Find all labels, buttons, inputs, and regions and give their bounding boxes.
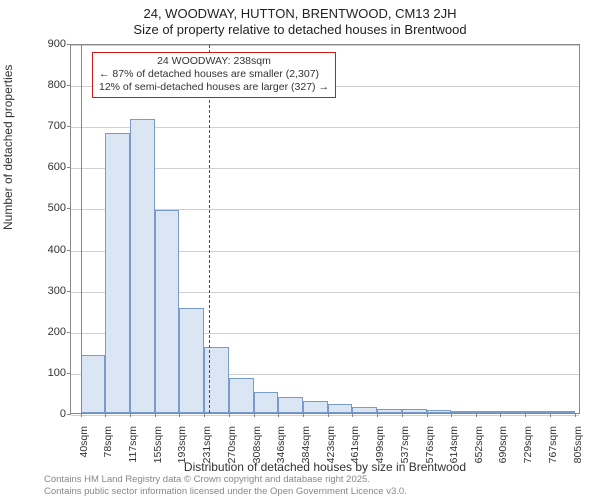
histogram-bar: [550, 411, 575, 413]
x-tick-label: 231sqm: [201, 426, 213, 463]
histogram-bar: [105, 133, 130, 413]
x-tick-label: 270sqm: [226, 426, 238, 463]
y-tick-label: 200: [6, 326, 66, 338]
chart-title-line2: Size of property relative to detached ho…: [0, 22, 600, 37]
x-tick-label: 614sqm: [448, 426, 460, 463]
histogram-bar: [179, 308, 204, 413]
gridline-h: [71, 415, 579, 416]
histogram-bar: [81, 355, 106, 413]
footer-attribution: Contains HM Land Registry data © Crown c…: [44, 474, 407, 497]
annotation-callout: 24 WOODWAY: 238sqm ← 87% of detached hou…: [92, 52, 336, 98]
x-tick-mark: [328, 413, 329, 417]
y-tick-label: 500: [6, 202, 66, 214]
x-tick-mark: [352, 413, 353, 417]
x-tick-mark: [105, 413, 106, 417]
x-tick-mark: [179, 413, 180, 417]
histogram-bar: [525, 411, 550, 413]
x-tick-label: 729sqm: [522, 426, 534, 463]
x-tick-label: 537sqm: [399, 426, 411, 463]
x-tick-mark: [204, 413, 205, 417]
histogram-bar: [278, 397, 303, 413]
x-tick-label: 423sqm: [325, 426, 337, 463]
x-tick-mark: [427, 413, 428, 417]
x-tick-mark: [130, 413, 131, 417]
x-tick-label: 461sqm: [349, 426, 361, 463]
x-tick-label: 805sqm: [572, 426, 584, 463]
histogram-bar: [254, 392, 279, 413]
x-tick-label: 346sqm: [275, 426, 287, 463]
y-tick-label: 800: [6, 79, 66, 91]
histogram-bar: [427, 410, 452, 413]
histogram-bar: [303, 401, 328, 413]
y-tick-label: 100: [6, 367, 66, 379]
x-tick-mark: [525, 413, 526, 417]
y-tick-label: 900: [6, 38, 66, 50]
x-tick-mark: [402, 413, 403, 417]
footer-line2: Contains public sector information licen…: [44, 486, 407, 497]
x-tick-mark: [451, 413, 452, 417]
x-tick-mark: [254, 413, 255, 417]
histogram-bar: [451, 411, 476, 413]
property-marker-line: [209, 45, 210, 413]
x-tick-label: 767sqm: [547, 426, 559, 463]
y-tick-label: 300: [6, 285, 66, 297]
histogram-bar: [352, 407, 377, 413]
histogram-bar: [377, 409, 402, 413]
x-tick-mark: [550, 413, 551, 417]
histogram-bar: [130, 119, 155, 413]
histogram-bar: [402, 409, 427, 413]
chart-title-line1: 24, WOODWAY, HUTTON, BRENTWOOD, CM13 2JH: [0, 6, 600, 21]
y-tick-label: 400: [6, 244, 66, 256]
chart-container: 24, WOODWAY, HUTTON, BRENTWOOD, CM13 2JH…: [0, 0, 600, 500]
x-axis-label: Distribution of detached houses by size …: [70, 460, 580, 474]
histogram-bar: [328, 404, 353, 413]
y-tick-label: 700: [6, 120, 66, 132]
histogram-bar: [155, 210, 180, 414]
x-tick-mark: [81, 413, 82, 417]
x-tick-label: 690sqm: [497, 426, 509, 463]
x-tick-label: 308sqm: [251, 426, 263, 463]
x-tick-label: 652sqm: [473, 426, 485, 463]
x-tick-label: 155sqm: [152, 426, 164, 463]
callout-larger-pct: 12% of semi-detached houses are larger (…: [99, 81, 329, 94]
x-tick-label: 384sqm: [300, 426, 312, 463]
plot-area: [70, 44, 580, 414]
histogram-bar: [476, 411, 501, 413]
x-tick-label: 193sqm: [176, 426, 188, 463]
x-tick-mark: [500, 413, 501, 417]
x-tick-label: 78sqm: [102, 426, 114, 458]
x-tick-label: 576sqm: [424, 426, 436, 463]
x-tick-mark: [229, 413, 230, 417]
footer-line1: Contains HM Land Registry data © Crown c…: [44, 474, 370, 485]
histogram-bar: [229, 378, 254, 413]
x-tick-mark: [303, 413, 304, 417]
x-tick-label: 499sqm: [374, 426, 386, 463]
x-tick-label: 40sqm: [78, 426, 90, 458]
x-tick-mark: [377, 413, 378, 417]
y-tick-label: 600: [6, 161, 66, 173]
x-tick-mark: [278, 413, 279, 417]
x-tick-mark: [476, 413, 477, 417]
y-tick-label: 0: [6, 408, 66, 420]
x-tick-mark: [155, 413, 156, 417]
callout-smaller-pct: ← 87% of detached houses are smaller (2,…: [99, 68, 329, 81]
left-boundary-line: [81, 45, 82, 413]
x-tick-mark: [575, 413, 576, 417]
histogram-bar: [500, 411, 525, 413]
callout-property-size: 24 WOODWAY: 238sqm: [99, 55, 329, 68]
gridline-h: [71, 45, 579, 46]
x-tick-label: 117sqm: [127, 426, 139, 463]
